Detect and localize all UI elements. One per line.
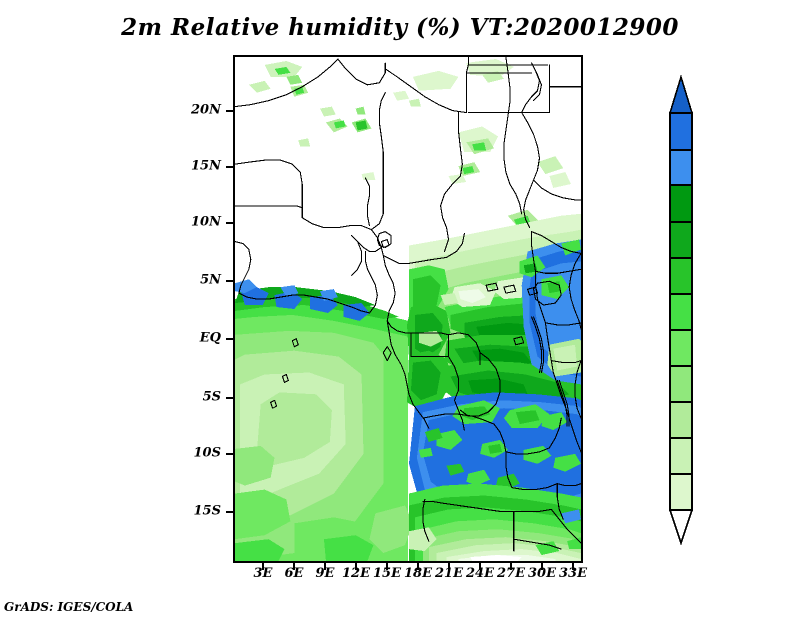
y-axis-tick	[226, 166, 233, 168]
y-axis-tick	[226, 338, 233, 340]
x-axis-tick	[572, 563, 574, 570]
x-axis-tick	[386, 563, 388, 570]
y-axis-tick	[226, 222, 233, 224]
x-axis-tick	[355, 563, 357, 570]
page-title: 2m Relative humidity (%) VT:2020012900	[121, 14, 679, 41]
x-axis-label-12E: 12E	[342, 566, 370, 581]
x-axis-tick	[417, 563, 419, 570]
x-axis-label-18E: 18E	[404, 566, 432, 581]
y-axis-label-15N: 15N	[191, 158, 221, 174]
x-axis-label-33E: 33E	[559, 566, 587, 581]
x-axis-label-6E: 6E	[284, 566, 304, 581]
y-axis-label-EQ: EQ	[199, 330, 221, 346]
x-axis-label-3E: 3E	[253, 566, 273, 581]
y-axis-label-15S: 15S	[193, 503, 221, 519]
y-axis-tick	[226, 453, 233, 455]
x-axis-label-21E: 21E	[435, 566, 463, 581]
x-axis-label-24E: 24E	[466, 566, 494, 581]
humidity-field-raster	[235, 57, 581, 561]
y-axis-label-5S: 5S	[202, 389, 221, 405]
y-axis-label-10S: 10S	[193, 445, 221, 461]
x-axis-tick	[324, 563, 326, 570]
map-plot-area	[233, 55, 583, 563]
x-axis-label-27E: 27E	[497, 566, 525, 581]
y-axis-tick	[226, 397, 233, 399]
colorbar: 99 97 95 92 90 85 80 75 70 60 50 40	[668, 75, 694, 545]
x-axis-label-9E: 9E	[315, 566, 335, 581]
x-axis-tick	[262, 563, 264, 570]
y-axis-tick	[226, 110, 233, 112]
y-axis-tick	[226, 511, 233, 513]
x-axis-tick	[293, 563, 295, 570]
y-axis-tick	[226, 280, 233, 282]
x-axis-label-30E: 30E	[528, 566, 556, 581]
y-axis: 20N 15N 10N 5N EQ 5S 10S 15S	[0, 0, 233, 618]
x-axis-tick	[479, 563, 481, 570]
y-axis-label-5N: 5N	[200, 272, 221, 288]
y-axis-label-10N: 10N	[191, 214, 221, 230]
grads-attribution: GrADS: IGES/COLA	[4, 600, 134, 614]
y-axis-label-20N: 20N	[191, 102, 221, 118]
x-axis-label-15E: 15E	[373, 566, 401, 581]
x-axis-tick	[541, 563, 543, 570]
x-axis-tick	[510, 563, 512, 570]
x-axis-tick	[448, 563, 450, 570]
